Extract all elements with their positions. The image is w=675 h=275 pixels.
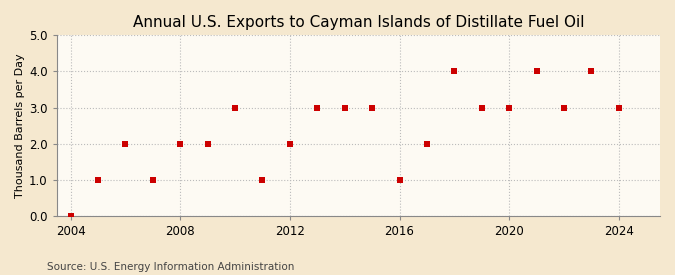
Point	[312, 105, 323, 110]
Point	[477, 105, 487, 110]
Point	[147, 178, 158, 182]
Point	[422, 142, 433, 146]
Point	[504, 105, 514, 110]
Point	[257, 178, 268, 182]
Point	[65, 214, 76, 218]
Point	[230, 105, 240, 110]
Point	[202, 142, 213, 146]
Text: Source: U.S. Energy Information Administration: Source: U.S. Energy Information Administ…	[47, 262, 294, 272]
Point	[586, 69, 597, 74]
Point	[559, 105, 570, 110]
Point	[367, 105, 377, 110]
Point	[614, 105, 624, 110]
Y-axis label: Thousand Barrels per Day: Thousand Barrels per Day	[15, 53, 25, 198]
Point	[340, 105, 350, 110]
Point	[120, 142, 131, 146]
Point	[531, 69, 542, 74]
Point	[449, 69, 460, 74]
Point	[394, 178, 405, 182]
Point	[175, 142, 186, 146]
Title: Annual U.S. Exports to Cayman Islands of Distillate Fuel Oil: Annual U.S. Exports to Cayman Islands of…	[133, 15, 584, 30]
Point	[92, 178, 103, 182]
Point	[284, 142, 295, 146]
